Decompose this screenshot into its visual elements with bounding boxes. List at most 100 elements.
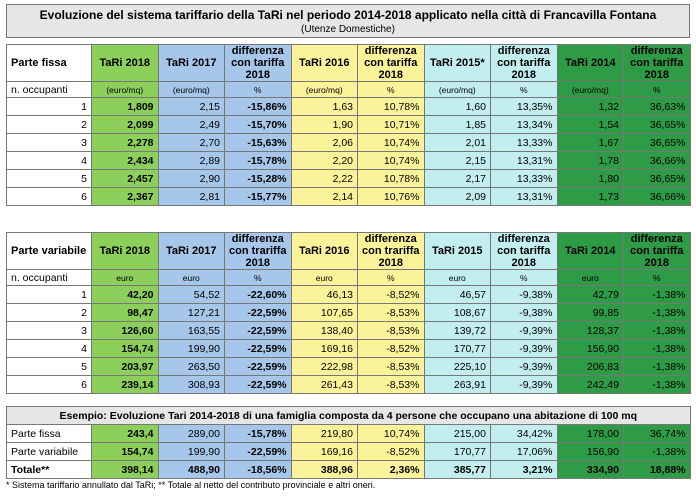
unit-cell: (euro/mq) <box>290 81 358 98</box>
table-cell: 13,31% <box>490 151 558 170</box>
table-row: Parte variabile 154,74 199,90 -22,59% 169,16… <box>6 442 691 461</box>
unit-cell: (euro/mq) <box>157 81 225 98</box>
table-cell: 10,78% <box>357 169 425 188</box>
table-cell: 488,90 <box>157 460 225 479</box>
table-row: 1 42,20 54,52 -22,60% 46,13 -8,52% 46,57 -9,38%… <box>6 285 691 304</box>
table-cell: 98,47 <box>91 303 159 322</box>
table-cell: -1,38% <box>623 339 691 358</box>
table-cell: 398,14 <box>91 460 159 479</box>
table-cell: -8,53% <box>357 357 425 376</box>
column-header: TaRi 2017 <box>157 232 225 270</box>
table-cell: 36,65% <box>623 115 691 134</box>
table-cell: 36,66% <box>623 187 691 206</box>
table-cell: -9,38% <box>490 303 558 322</box>
table-cell: 2,367 <box>91 187 159 206</box>
table-cell: 46,13 <box>290 285 358 304</box>
table-cell: 10,74% <box>357 424 425 443</box>
table-row: Totale** 398,14 488,90 -18,56% 388,96 2,36% 38… <box>6 460 691 479</box>
column-header: TaRi 2017 <box>157 44 225 82</box>
fixed-part-table: Parte fissa TaRi 2018 TaRi 2017 differen… <box>6 44 691 206</box>
table-cell: 2,17 <box>423 169 491 188</box>
table-cell: -15,86% <box>224 97 292 116</box>
table-cell: 203,97 <box>91 357 159 376</box>
table-cell: 2,434 <box>91 151 159 170</box>
column-header: TaRi 2018 <box>91 232 159 270</box>
table-cell: 156,90 <box>556 442 624 461</box>
column-header: differenza con tariffa 2018 <box>623 232 691 270</box>
table-cell: 2,278 <box>91 133 159 152</box>
unit-cell: euro <box>91 269 159 286</box>
table-cell: 42,79 <box>556 285 624 304</box>
unit-cell: (euro/mq) <box>556 81 624 98</box>
table-cell: 170,77 <box>423 339 491 358</box>
table-cell: 139,72 <box>423 321 491 340</box>
table-cell: -22,59% <box>224 303 292 322</box>
table-cell: 138,40 <box>290 321 358 340</box>
table-cell: -18,56% <box>224 460 292 479</box>
example-table: Esempio: Evoluzione Tari 2014-2018 di un… <box>6 406 691 479</box>
column-header: TaRi 2015* <box>423 44 491 82</box>
table-cell: 10,74% <box>357 151 425 170</box>
table-cell: -9,39% <box>490 375 558 394</box>
table-cell: 178,00 <box>556 424 624 443</box>
table-cell: 54,52 <box>157 285 225 304</box>
table-cell: -9,39% <box>490 357 558 376</box>
unit-cell: % <box>224 269 292 286</box>
table-cell: 308,93 <box>157 375 225 394</box>
table-cell: 2,36% <box>357 460 425 479</box>
column-header: TaRi 2014 <box>556 44 624 82</box>
table-cell: 225,10 <box>423 357 491 376</box>
table-cell: 36,65% <box>623 169 691 188</box>
column-header: differenza con trariffa 2018 <box>224 232 292 270</box>
table-cell: -8,52% <box>357 339 425 358</box>
unit-cell: % <box>623 81 691 98</box>
table-row: Parte fissa 243,4 289,00 -15,78% 219,80 10,74… <box>6 424 691 443</box>
row-label-cell: 4 <box>6 339 92 358</box>
table-header-row: Parte fissa TaRi 2018 TaRi 2017 differen… <box>6 44 691 82</box>
table-cell: -8,53% <box>357 303 425 322</box>
table-cell: 2,22 <box>290 169 358 188</box>
table-cell: 1,73 <box>556 187 624 206</box>
table-cell: 36,63% <box>623 97 691 116</box>
table-cell: 169,16 <box>290 442 358 461</box>
table-cell: 36,74% <box>623 424 691 443</box>
unit-cell: (euro/mq) <box>423 81 491 98</box>
table-cell: -15,77% <box>224 187 292 206</box>
table-cell: 1,78 <box>556 151 624 170</box>
example-title: Esempio: Evoluzione Tari 2014-2018 di un… <box>6 406 691 425</box>
table-cell: -8,53% <box>357 375 425 394</box>
table-cell: 13,35% <box>490 97 558 116</box>
footnote: * Sistema tariffario annullato dal TaRi;… <box>6 480 376 490</box>
variable-part-table: Parte variabile TaRi 2018 TaRi 2017 diff… <box>6 232 691 394</box>
table-cell: 10,71% <box>357 115 425 134</box>
table-cell: -9,39% <box>490 321 558 340</box>
row-label-cell: 6 <box>6 375 92 394</box>
table-cell: 46,57 <box>423 285 491 304</box>
table-cell: 127,21 <box>157 303 225 322</box>
table-cell: 42,20 <box>91 285 159 304</box>
row-label-cell: 2 <box>6 115 92 134</box>
fixed-rows: 1 1,809 2,15 -15,86% 1,63 10,78% 1,60 13,35% 1,3… <box>6 97 691 206</box>
row-label-cell: Parte fissa <box>6 424 92 443</box>
table-cell: -15,78% <box>224 424 292 443</box>
table-cell: 385,77 <box>423 460 491 479</box>
table-cell: 13,31% <box>490 187 558 206</box>
column-header: TaRi 2014 <box>556 232 624 270</box>
table-row: 5 203,97 263,50 -22,59% 222,98 -8,53% 225,10 -9… <box>6 357 691 376</box>
table-row: 5 2,457 2,90 -15,28% 2,22 10,78% 2,17 13,33% 1,8… <box>6 169 691 188</box>
table-cell: 99,85 <box>556 303 624 322</box>
table-cell: 388,96 <box>290 460 358 479</box>
table-cell: 261,43 <box>290 375 358 394</box>
row-label-cell: 6 <box>6 187 92 206</box>
table-cell: 126,60 <box>91 321 159 340</box>
table-cell: 1,809 <box>91 97 159 116</box>
row-label-cell: 3 <box>6 133 92 152</box>
example-title-row: Esempio: Evoluzione Tari 2014-2018 di un… <box>6 406 691 425</box>
table-cell: 13,33% <box>490 169 558 188</box>
table-cell: 156,90 <box>556 339 624 358</box>
row-label-cell: 1 <box>6 285 92 304</box>
table-cell: -22,59% <box>224 321 292 340</box>
table-cell: 1,85 <box>423 115 491 134</box>
occupants-label: n. occupanti <box>6 81 92 98</box>
table-cell: 1,60 <box>423 97 491 116</box>
